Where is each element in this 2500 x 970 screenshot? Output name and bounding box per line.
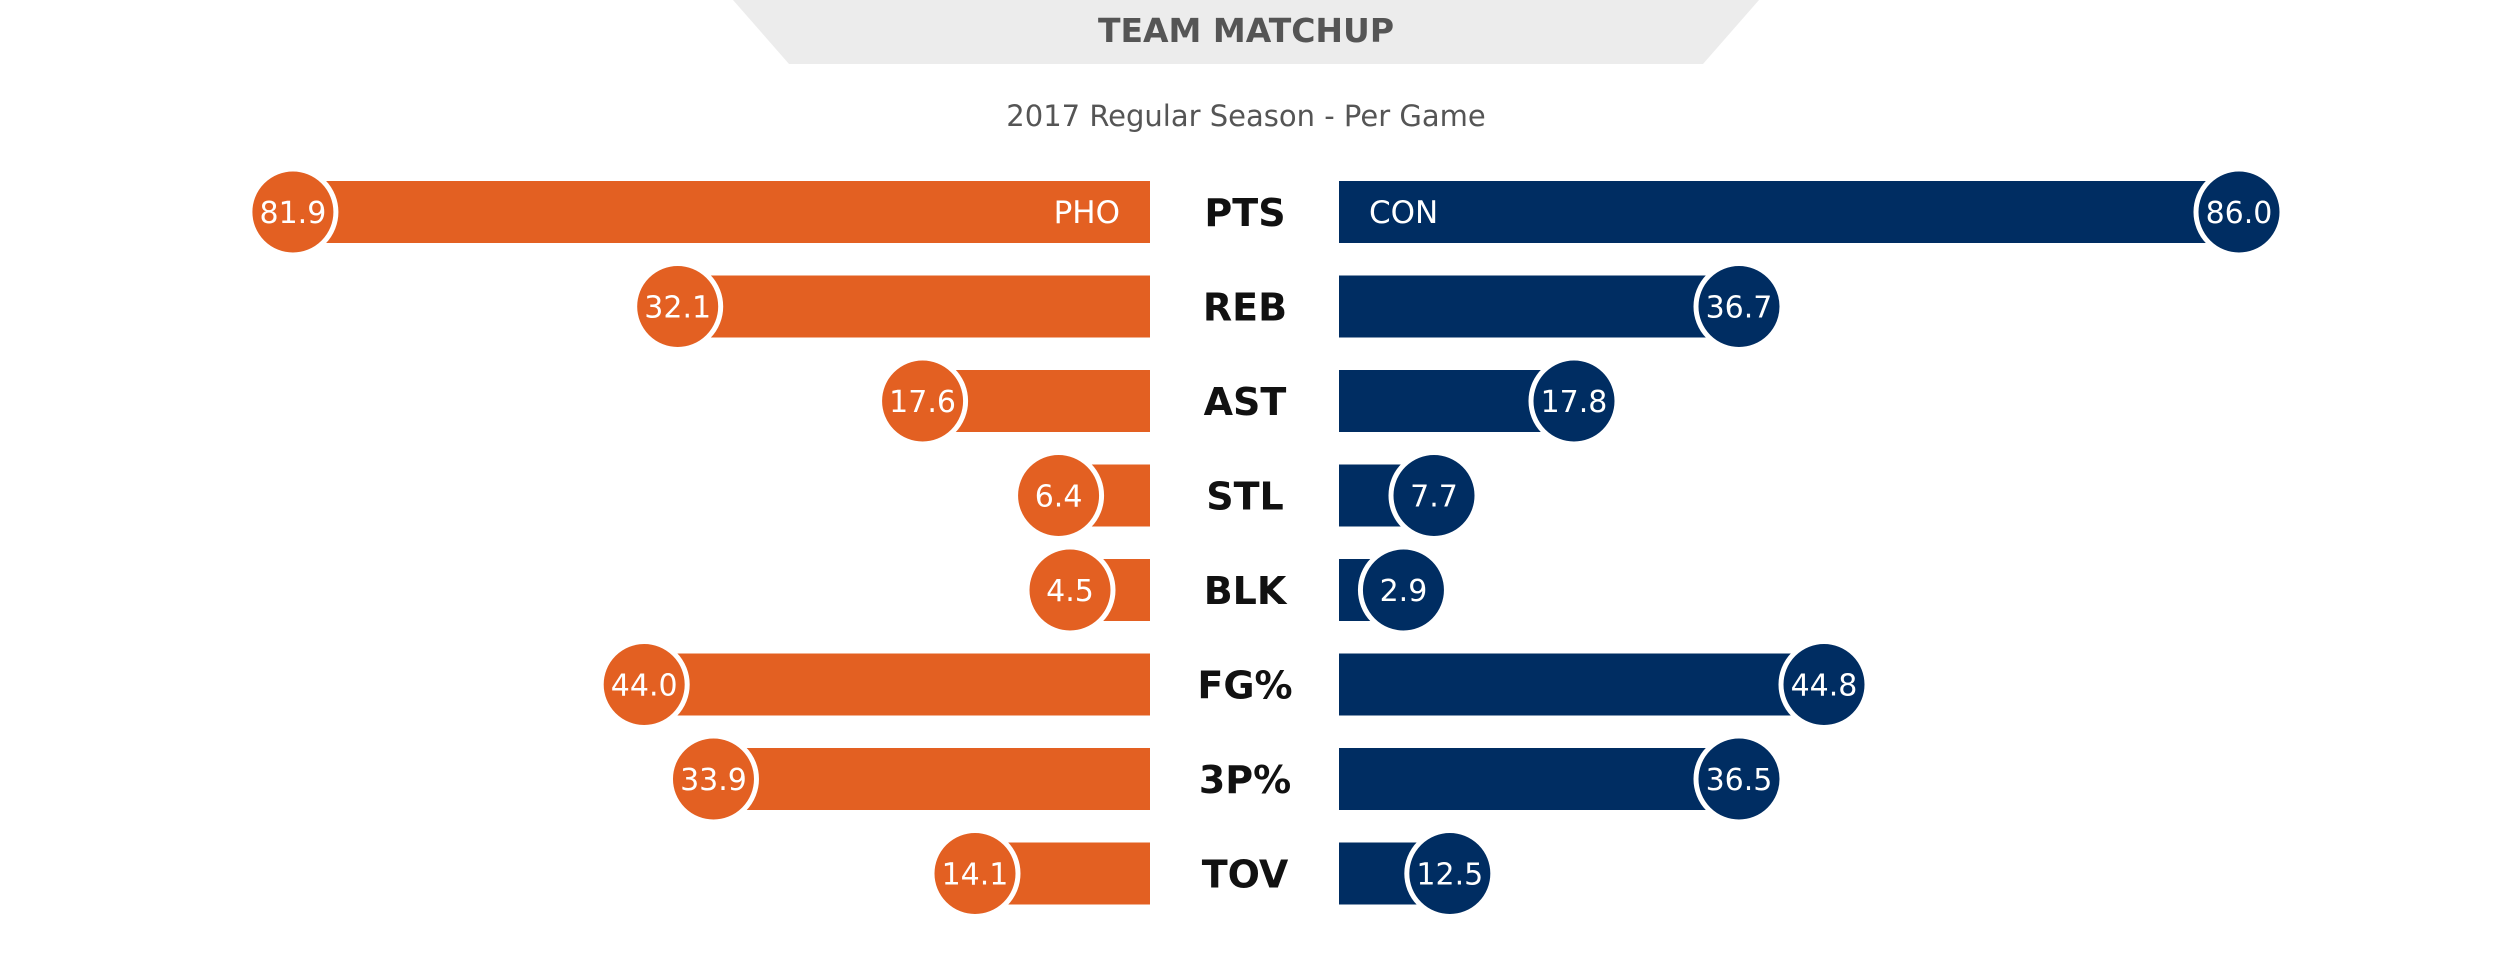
value-circle-pho-3p% <box>667 733 759 825</box>
row-stl: 6.4 7.7 STL <box>1013 450 1480 541</box>
chart-rows: 81.9 86.0 PTS PHO CON 32.1 36.7 REB 17.6 17.8 AST 6… <box>247 166 2285 919</box>
value-label-pho-blk: 4.5 <box>1046 574 1094 609</box>
row-ast: 17.6 17.8 AST <box>877 355 1620 447</box>
value-circle-con-stl <box>1388 450 1480 541</box>
value-label-con-fg%: 44.8 <box>1791 669 1858 704</box>
value-circle-con-fg% <box>1778 639 1870 730</box>
category-label: STL <box>1206 475 1284 519</box>
row-pts: 81.9 86.0 PTS PHO CON <box>247 166 2285 258</box>
category-label: FG% <box>1197 664 1292 708</box>
team-name-left: PHO <box>1054 195 1120 231</box>
value-circle-con-tov <box>1404 828 1496 919</box>
value-circle-pho-fg% <box>598 639 690 730</box>
value-circle-pho-reb <box>632 261 724 352</box>
value-label-pho-fg%: 44.0 <box>611 669 678 704</box>
value-circle-pho-ast <box>877 355 969 447</box>
category-label: PTS <box>1204 191 1285 235</box>
value-label-con-tov: 12.5 <box>1416 858 1483 893</box>
value-circle-con-ast <box>1528 355 1620 447</box>
bar-pho-pts <box>292 181 1150 243</box>
row-reb: 32.1 36.7 REB <box>632 261 1785 352</box>
header-tab <box>733 0 1759 64</box>
row-fgpct: 44.0 44.8 FG% <box>598 639 1870 730</box>
value-circle-pho-blk <box>1024 544 1116 636</box>
value-label-con-stl: 7.7 <box>1410 480 1458 515</box>
chart-title: TEAM MATCHUP <box>1098 11 1394 50</box>
row-tov: 14.1 12.5 TOV <box>929 828 1496 919</box>
value-label-con-blk: 2.9 <box>1380 574 1428 609</box>
value-label-pho-stl: 6.4 <box>1035 480 1083 515</box>
category-label: TOV <box>1202 853 1289 897</box>
bar-con-3p% <box>1339 748 1739 810</box>
value-circle-pho-tov <box>929 828 1021 919</box>
row-3ppct: 33.9 36.5 3P% <box>667 733 1785 825</box>
chart-subtitle: 2017 Regular Season - Per Game <box>1006 99 1485 133</box>
bar-pho-reb <box>677 275 1150 338</box>
value-label-con-3p%: 36.5 <box>1706 763 1773 798</box>
row-blk: 4.5 2.9 BLK <box>1024 544 1449 636</box>
value-circle-con-3p% <box>1693 733 1785 825</box>
value-label-pho-tov: 14.1 <box>942 858 1009 893</box>
category-label: AST <box>1204 380 1287 424</box>
team-name-right: CON <box>1369 195 1438 231</box>
category-label: 3P% <box>1199 758 1291 802</box>
value-circle-con-blk <box>1357 544 1449 636</box>
value-label-con-reb: 36.7 <box>1706 291 1773 326</box>
value-label-pho-reb: 32.1 <box>644 291 711 326</box>
bar-con-pts <box>1339 181 2239 243</box>
category-label: BLK <box>1204 569 1288 613</box>
value-circle-con-reb <box>1693 261 1785 352</box>
value-circle-con-pts <box>2193 166 2285 258</box>
bar-con-fg% <box>1339 653 1824 716</box>
value-circle-pho-stl <box>1013 450 1105 541</box>
bar-pho-fg% <box>644 653 1150 716</box>
value-circle-pho-pts <box>247 166 339 258</box>
bar-con-reb <box>1339 275 1739 338</box>
value-label-con-ast: 17.8 <box>1541 385 1608 420</box>
value-label-pho-ast: 17.6 <box>889 385 956 420</box>
value-label-pho-3p%: 33.9 <box>680 763 747 798</box>
category-label: REB <box>1203 286 1287 330</box>
bar-pho-3p% <box>713 748 1150 810</box>
value-label-con-pts: 86.0 <box>2206 196 2273 231</box>
value-label-pho-pts: 81.9 <box>260 196 327 231</box>
